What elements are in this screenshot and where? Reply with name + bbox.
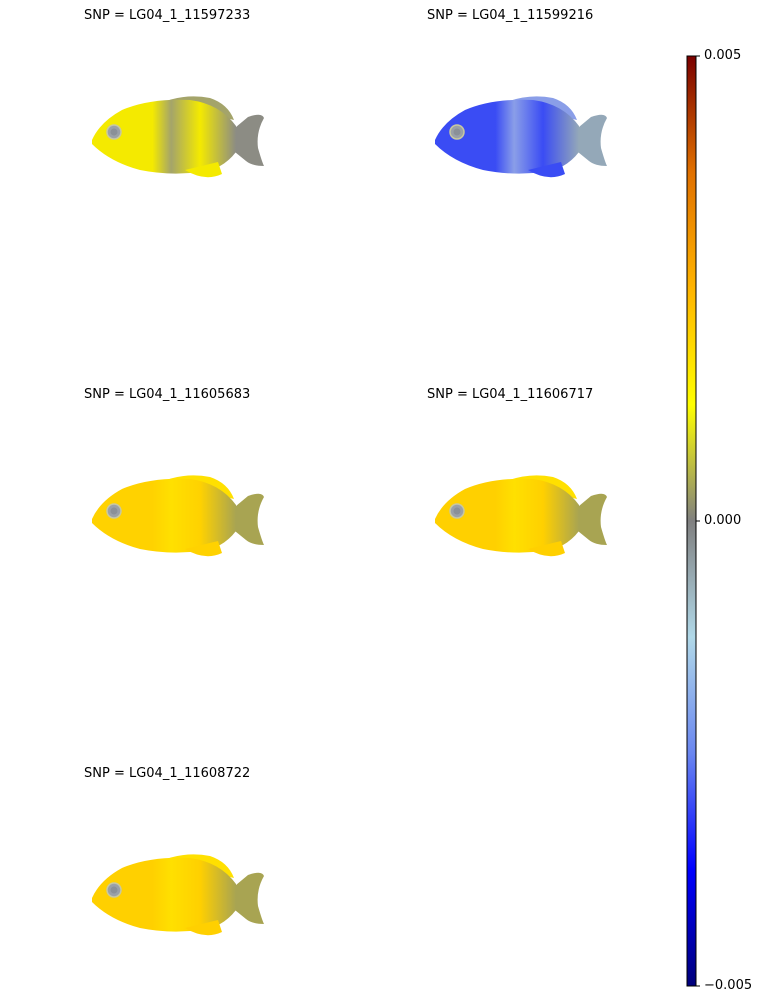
fish-pupil [110,886,118,894]
panel-3: SNP = LG04_1_11605683 [84,379,284,559]
fish-image [92,475,264,557]
fish-image [435,96,607,178]
fish-pupil [453,507,461,515]
panel-title: SNP = LG04_1_11606717 [427,387,594,402]
fish-tail [573,114,607,166]
fish-tail [230,872,264,924]
colorbar-tick-label-zero: 0.000 [704,513,742,528]
fish-tail [230,493,264,545]
fish-tail [230,114,264,166]
panel-2: SNP = LG04_1_11599216 [427,0,627,180]
fish-pupil [110,507,118,515]
fish-body [92,857,236,932]
fish-body [92,478,236,553]
fish-tail [573,493,607,545]
colorbar [686,55,700,987]
fish-body [435,478,579,553]
fish-pupil [453,128,461,136]
panel-title: SNP = LG04_1_11608722 [84,766,251,781]
panel-title: SNP = LG04_1_11605683 [84,387,251,402]
fish-anal-fin [528,541,565,557]
fish-body [92,99,236,174]
colorbar-tick-label-max: 0.005 [704,48,742,63]
fish-anal-fin [528,162,565,178]
fish-image [435,475,607,557]
colorbar-tick-label-min: −0.005 [704,978,753,993]
panel-4: SNP = LG04_1_11606717 [427,379,627,559]
fish-anal-fin [185,920,222,936]
fish-anal-fin [185,541,222,557]
panel-title: SNP = LG04_1_11599216 [427,8,594,23]
fish-image [92,854,264,936]
fish-anal-fin [185,162,222,178]
panel-1: SNP = LG04_1_11597233 [84,0,284,180]
fish-body [435,99,579,174]
panel-title: SNP = LG04_1_11597233 [84,8,251,23]
fish-pupil [110,128,118,136]
panel-5: SNP = LG04_1_11608722 [84,758,284,938]
fish-image [92,96,264,178]
